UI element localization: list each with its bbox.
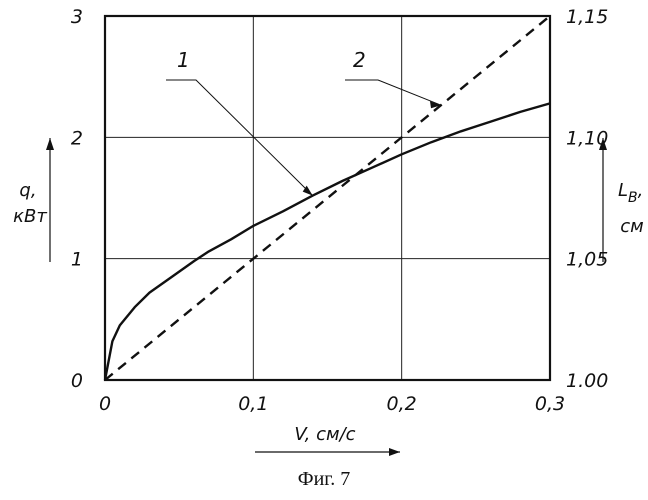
y-left-label-line2: кВт — [13, 206, 47, 227]
x-tick-label: 0,2 — [387, 393, 417, 415]
chart: 00,10,20,301231.001,051,101,15 V, см/сq,… — [0, 0, 648, 468]
x-tick-label: 0 — [99, 393, 111, 415]
y-left-arrowhead — [46, 138, 54, 150]
y-right-tick-label: 1.00 — [566, 370, 608, 392]
y-right-label-comma: , — [638, 180, 644, 201]
y-left-label-line1: q, — [19, 180, 36, 201]
tick-labels: 00,10,20,301231.001,051,101,15 — [71, 6, 608, 415]
y-right-label-line2: см — [620, 216, 643, 237]
y-left-tick-label: 3 — [71, 6, 83, 28]
x-axis-arrowhead — [389, 448, 400, 456]
x-axis-label: V, см/с — [294, 424, 355, 445]
y-right-label-symbol: L — [618, 180, 628, 201]
y-left-tick-label: 0 — [71, 370, 83, 392]
curve-labels: 12 — [166, 48, 441, 196]
series-2-line — [105, 16, 550, 380]
y-right-label-subscript: B — [628, 190, 638, 206]
y-left-tick-label: 2 — [71, 127, 83, 149]
figure-caption: Фиг. 7 — [0, 468, 648, 491]
x-tick-label: 0,3 — [535, 393, 565, 415]
series-2-label: 2 — [353, 48, 366, 72]
y-right-label-line1: LB, — [618, 180, 643, 206]
x-tick-label: 0,1 — [238, 393, 268, 415]
y-right-tick-label: 1,05 — [566, 249, 608, 271]
series-2-leader — [345, 80, 441, 105]
series-layer — [105, 16, 550, 380]
series-1-line — [105, 103, 550, 380]
y-left-tick-label: 1 — [71, 249, 83, 271]
series-1-label: 1 — [177, 48, 190, 72]
y-right-tick-label: 1,15 — [566, 6, 608, 28]
